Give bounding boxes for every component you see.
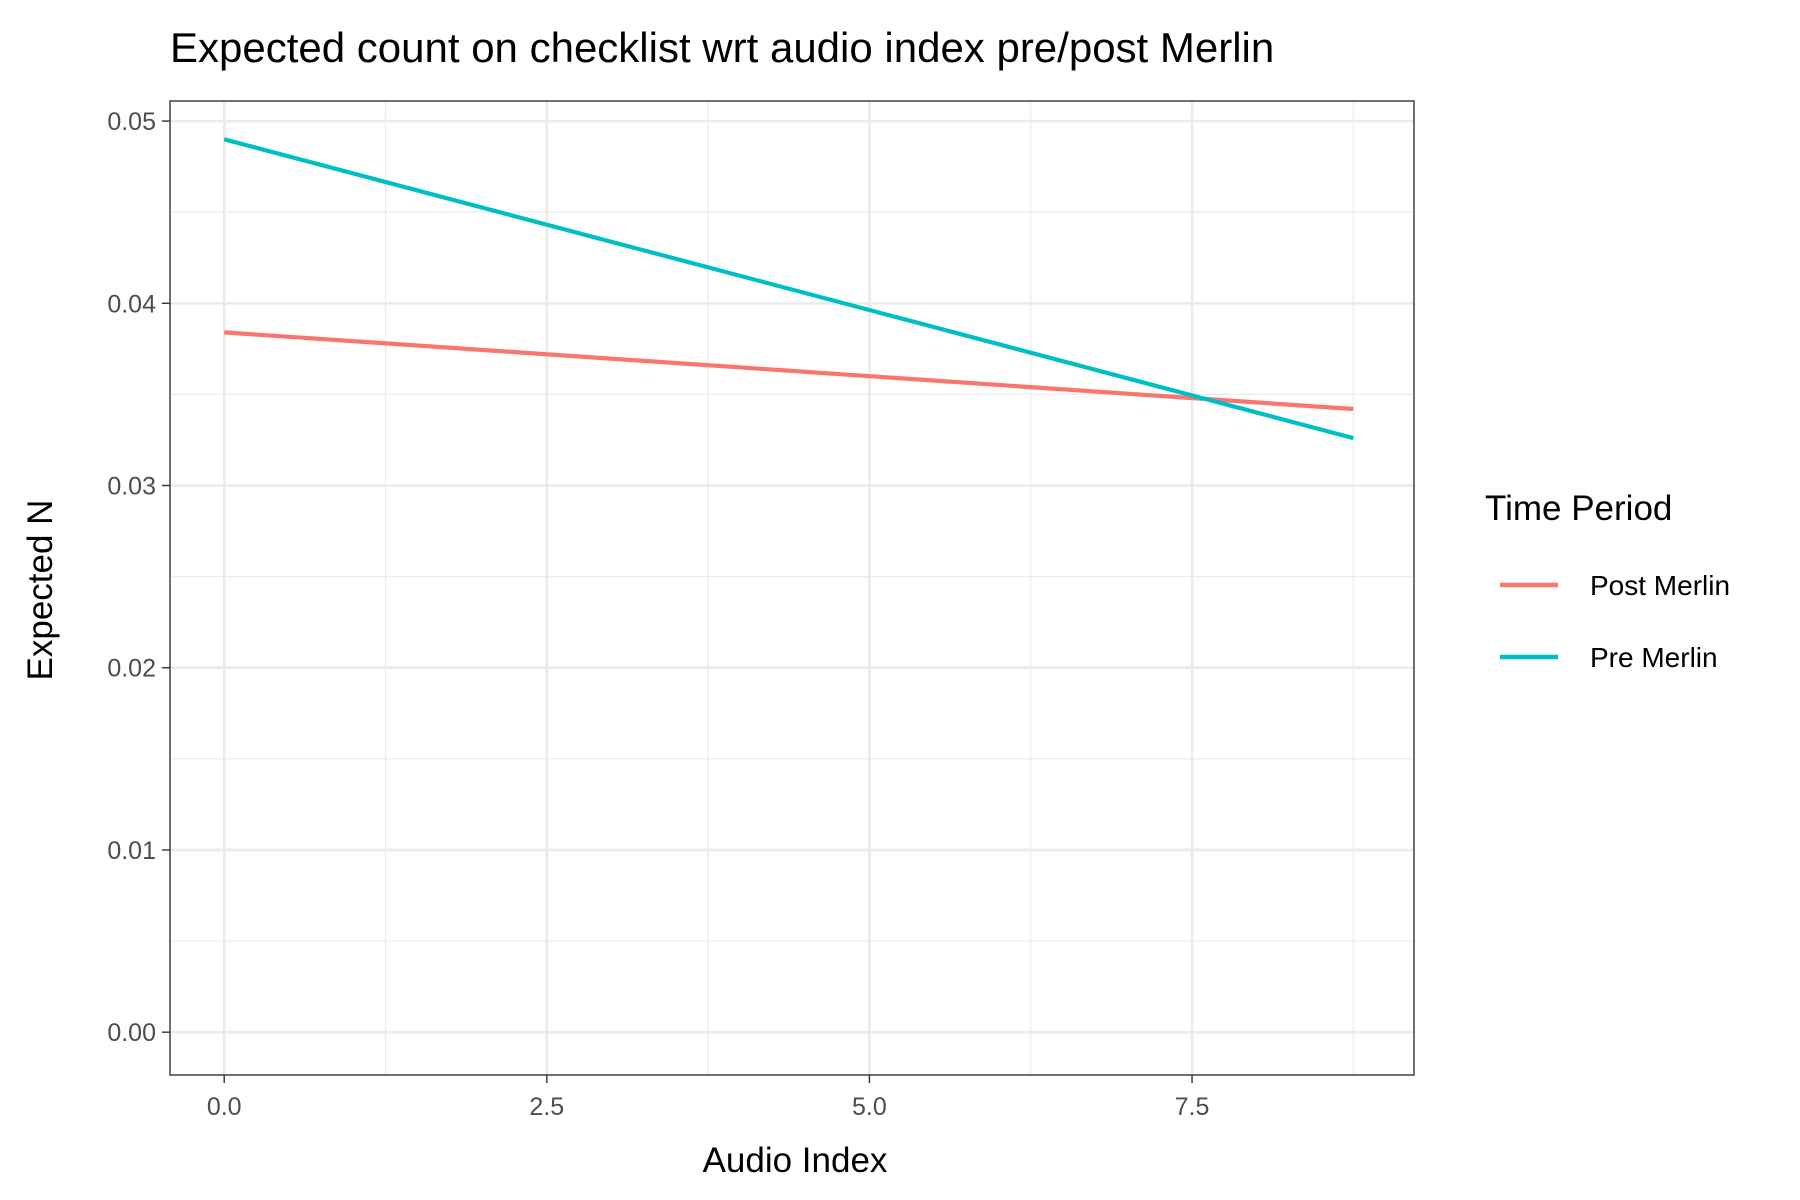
y-tick-label: 0.02 [107, 655, 156, 683]
y-axis: 0.00 0.01 0.02 0.03 0.04 0.05 [107, 108, 170, 1047]
legend-item: Pre Merlin [1500, 642, 1718, 673]
y-tick-label: 0.01 [107, 837, 156, 865]
series-layer [223, 137, 1354, 441]
legend: Time Period Post Merlin Pre Merlin [1485, 489, 1730, 673]
x-tick-label: 0.0 [207, 1093, 242, 1121]
y-tick-label: 0.04 [107, 290, 156, 318]
y-axis-title: Expected N [21, 500, 60, 681]
plot-panel-background [170, 101, 1414, 1075]
chart-title: Expected count on checklist wrt audio in… [170, 24, 1274, 71]
y-tick-label: 0.03 [107, 472, 156, 500]
grid [170, 101, 1414, 1075]
series-line-post-merlin [224, 330, 1354, 412]
legend-label: Pre Merlin [1590, 642, 1718, 673]
series-line-pre-merlin [223, 137, 1354, 441]
x-tick-label: 2.5 [529, 1093, 564, 1121]
y-tick-label: 0.05 [107, 108, 156, 136]
legend-item: Post Merlin [1500, 570, 1730, 601]
y-tick-label: 0.00 [107, 1019, 156, 1047]
x-axis-title: Audio Index [703, 1141, 888, 1180]
x-tick-label: 5.0 [852, 1093, 887, 1121]
x-tick-label: 7.5 [1175, 1093, 1210, 1121]
plot-panel-border [169, 100, 1415, 1076]
x-axis: 0.0 2.5 5.0 7.5 [207, 1075, 1210, 1121]
legend-title: Time Period [1485, 489, 1672, 528]
legend-label: Post Merlin [1590, 570, 1730, 601]
